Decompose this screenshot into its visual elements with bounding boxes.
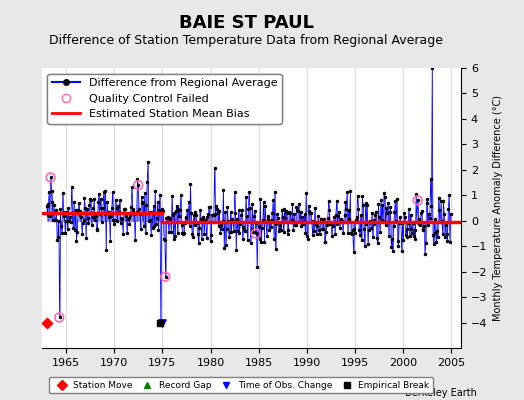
Point: [158, 319, 167, 326]
Point: [156, 319, 165, 326]
Point: [47, 174, 55, 181]
Point: [161, 274, 169, 280]
Point: [42, 319, 51, 326]
Text: BAIE ST PAUL: BAIE ST PAUL: [179, 14, 314, 32]
Text: Berkeley Earth: Berkeley Earth: [405, 388, 477, 398]
Y-axis label: Monthly Temperature Anomaly Difference (°C): Monthly Temperature Anomaly Difference (…: [493, 95, 503, 321]
Legend: Station Move, Record Gap, Time of Obs. Change, Empirical Break: Station Move, Record Gap, Time of Obs. C…: [49, 377, 433, 394]
Point: [413, 197, 422, 204]
Point: [134, 182, 143, 188]
Legend: Difference from Regional Average, Quality Control Failed, Estimated Station Mean: Difference from Regional Average, Qualit…: [48, 74, 282, 124]
Point: [252, 230, 260, 237]
Text: Difference of Station Temperature Data from Regional Average: Difference of Station Temperature Data f…: [49, 34, 443, 47]
Point: [55, 314, 63, 321]
